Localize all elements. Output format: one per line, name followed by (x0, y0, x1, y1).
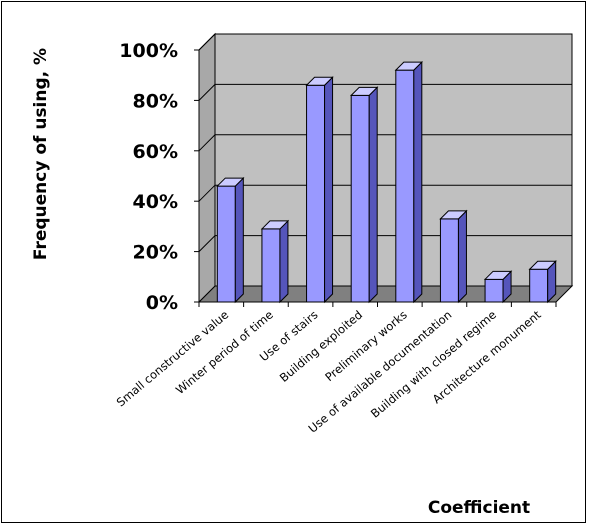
bar (439, 209, 468, 304)
chart-side-wall (198, 32, 216, 304)
bar (305, 76, 334, 304)
bar-top (216, 177, 245, 187)
bar (260, 219, 290, 304)
y-tick-label: 80% (133, 90, 178, 112)
y-tick-label: 40% (133, 191, 178, 213)
chart-walls (197, 32, 574, 304)
bar-top (483, 270, 513, 280)
bar-front (529, 268, 549, 303)
x-axis-title: Coefficient (428, 498, 530, 518)
y-tick-label: 0% (146, 292, 178, 314)
y-tick-label: 100% (119, 40, 178, 62)
bar-top (349, 86, 379, 96)
bar-front (350, 94, 370, 303)
gridline (198, 33, 572, 51)
bar-front (216, 185, 236, 303)
y-tick-labels: 0% 20% 40% 60% 80% 100% (119, 40, 178, 314)
gridline (198, 134, 572, 152)
bar (394, 60, 424, 304)
bar-side (457, 209, 467, 304)
bar-top (305, 76, 334, 86)
axes (194, 49, 557, 307)
bar-top (439, 210, 468, 220)
y-tick-label: 60% (133, 141, 178, 163)
bar-side (413, 60, 423, 304)
bar-side (324, 76, 334, 304)
bar-front (439, 218, 459, 303)
bar-top (528, 260, 557, 270)
bar (216, 176, 245, 304)
bar (349, 86, 379, 304)
bar-front (395, 69, 415, 303)
bar-front (261, 228, 281, 303)
y-tick-label: 20% (133, 242, 178, 264)
bar-side (368, 86, 378, 304)
bar-side (234, 176, 244, 304)
bar (483, 270, 513, 304)
bars (216, 60, 557, 304)
y-axis-title: Frequency of using, % (31, 48, 51, 260)
bar-front (484, 278, 504, 303)
gridline (198, 184, 572, 202)
bar-top (260, 220, 290, 230)
gridline (198, 83, 572, 101)
category-label: Preliminary works (322, 308, 409, 385)
bar-side (279, 219, 289, 304)
bar-top (394, 61, 424, 71)
bar-front (306, 84, 326, 303)
chart-floor (197, 285, 574, 303)
bar (528, 260, 557, 304)
